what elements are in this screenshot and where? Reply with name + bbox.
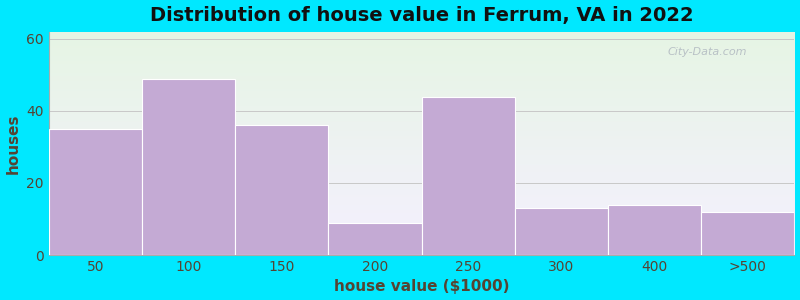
Title: Distribution of house value in Ferrum, VA in 2022: Distribution of house value in Ferrum, V… xyxy=(150,6,694,25)
Text: City-Data.com: City-Data.com xyxy=(668,47,747,57)
Bar xyxy=(608,205,702,255)
Bar xyxy=(142,79,235,255)
Bar xyxy=(422,97,514,255)
X-axis label: house value ($1000): house value ($1000) xyxy=(334,279,510,294)
Y-axis label: houses: houses xyxy=(6,113,21,174)
Bar xyxy=(514,208,608,255)
Bar xyxy=(702,212,794,255)
Bar xyxy=(49,129,142,255)
Bar xyxy=(328,223,422,255)
Bar xyxy=(235,125,328,255)
